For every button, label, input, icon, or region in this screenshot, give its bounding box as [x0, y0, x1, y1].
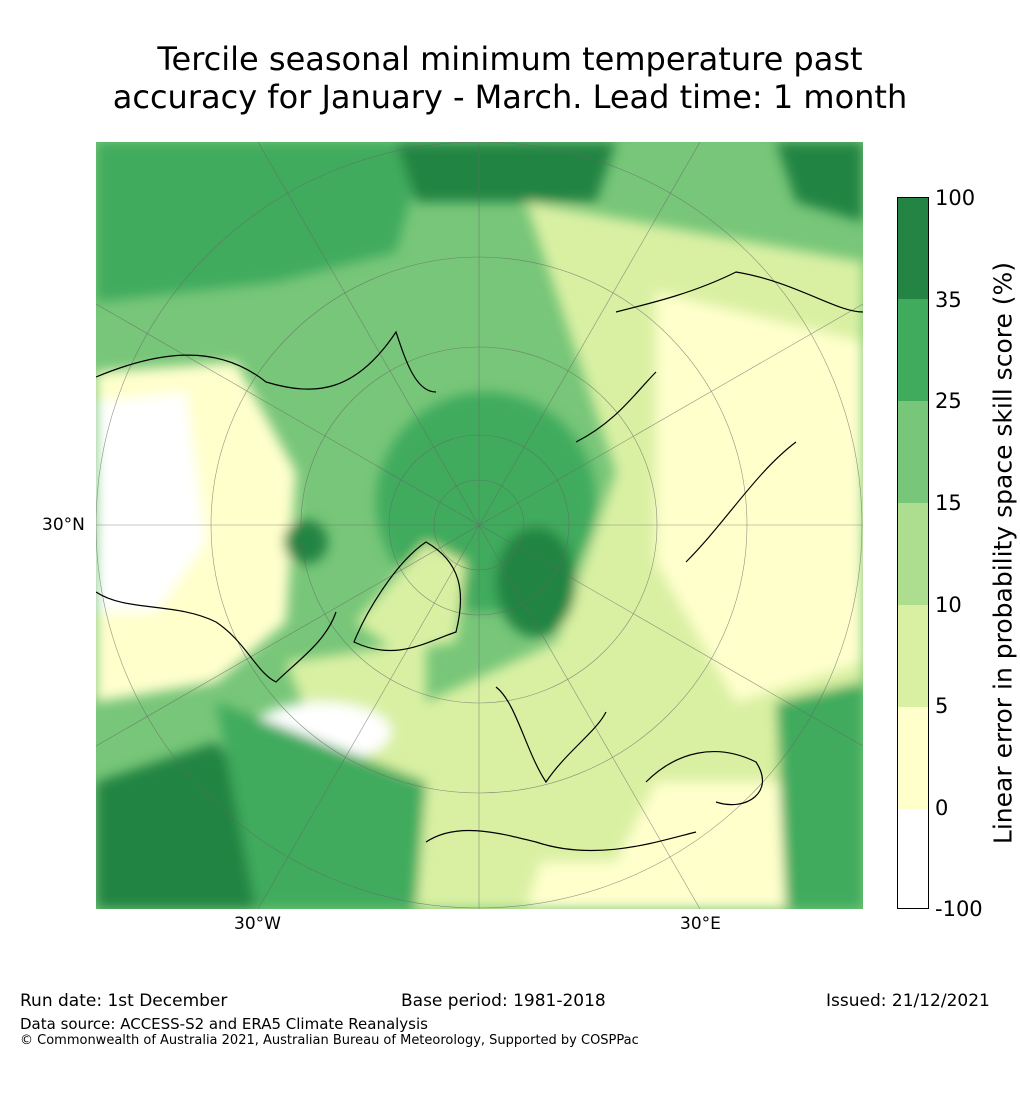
- polar-skill-map: [96, 142, 863, 909]
- colorbar-tick-0: 0: [935, 796, 949, 820]
- graticule: [96, 142, 863, 909]
- colorbar-tick-15: 15: [935, 491, 962, 515]
- colorbar-band-15-25: [897, 401, 929, 503]
- data-source: Data source: ACCESS-S2 and ERA5 Climate …: [20, 1015, 428, 1033]
- lat-label-30n: 30°N: [42, 515, 85, 535]
- lon-label-30w: 30°W: [234, 914, 281, 934]
- colorbar-band-25-35: [897, 299, 929, 401]
- run-date: Run date: 1st December: [20, 991, 228, 1011]
- colorbar-tick-5: 5: [935, 694, 949, 718]
- copyright: © Commonwealth of Australia 2021, Austra…: [20, 1033, 639, 1048]
- colorbar-band-5-10: [897, 605, 929, 707]
- coastlines: [96, 271, 863, 852]
- colorbar-tick-100: 100: [935, 186, 976, 210]
- colorbar-tick-35: 35: [935, 288, 962, 312]
- lon-label-30e: 30°E: [680, 914, 721, 934]
- colorbar-tick-neg100: -100: [935, 897, 983, 921]
- colorbar-band-35-100: [897, 197, 929, 299]
- base-period: Base period: 1981-2018: [401, 991, 606, 1011]
- colorbar: [897, 197, 929, 909]
- colorbar-tick-10: 10: [935, 593, 962, 617]
- colorbar-tick-25: 25: [935, 389, 962, 413]
- colorbar-band-10-15: [897, 503, 929, 605]
- issued-date: Issued: 21/12/2021: [826, 991, 990, 1011]
- title-line-2: accuracy for January - March. Lead time:…: [112, 78, 908, 116]
- title-line-1: Tercile seasonal minimum temperature pas…: [157, 40, 863, 78]
- colorbar-label: Linear error in probability space skill …: [988, 261, 1018, 845]
- colorbar-band-0-5: [897, 707, 929, 809]
- colorbar-band-neg100-0: [897, 809, 929, 909]
- chart-title: Tercile seasonal minimum temperature pas…: [0, 40, 1020, 116]
- skill-field: [96, 142, 863, 909]
